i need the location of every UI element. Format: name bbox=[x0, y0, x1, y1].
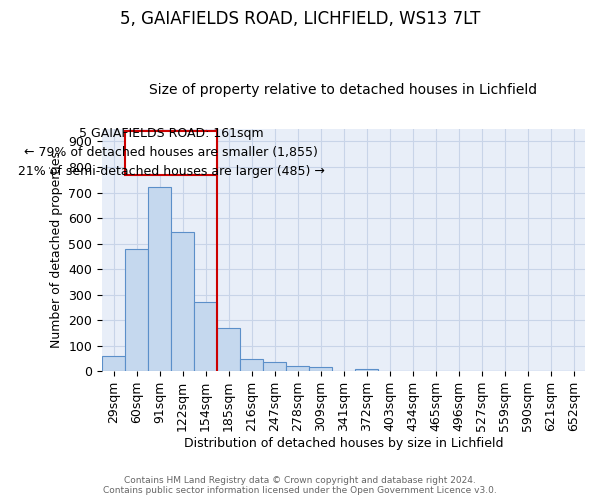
Bar bbox=[102, 356, 125, 371]
Bar bbox=[125, 248, 148, 371]
Bar bbox=[240, 359, 263, 371]
Bar bbox=[286, 366, 309, 371]
Bar bbox=[355, 368, 378, 371]
Bar bbox=[194, 302, 217, 371]
Y-axis label: Number of detached properties: Number of detached properties bbox=[50, 152, 63, 348]
Text: 5 GAIAFIELDS ROAD: 161sqm
← 79% of detached houses are smaller (1,855)
21% of se: 5 GAIAFIELDS ROAD: 161sqm ← 79% of detac… bbox=[17, 127, 325, 178]
X-axis label: Distribution of detached houses by size in Lichfield: Distribution of detached houses by size … bbox=[184, 437, 503, 450]
Text: Contains HM Land Registry data © Crown copyright and database right 2024.
Contai: Contains HM Land Registry data © Crown c… bbox=[103, 476, 497, 495]
Bar bbox=[217, 328, 240, 371]
Title: Size of property relative to detached houses in Lichfield: Size of property relative to detached ho… bbox=[149, 83, 538, 97]
Bar bbox=[263, 362, 286, 371]
Bar bbox=[309, 368, 332, 371]
Bar bbox=[125, 131, 217, 174]
Bar bbox=[171, 232, 194, 371]
Text: 5, GAIAFIELDS ROAD, LICHFIELD, WS13 7LT: 5, GAIAFIELDS ROAD, LICHFIELD, WS13 7LT bbox=[120, 10, 480, 28]
Bar bbox=[148, 188, 171, 371]
